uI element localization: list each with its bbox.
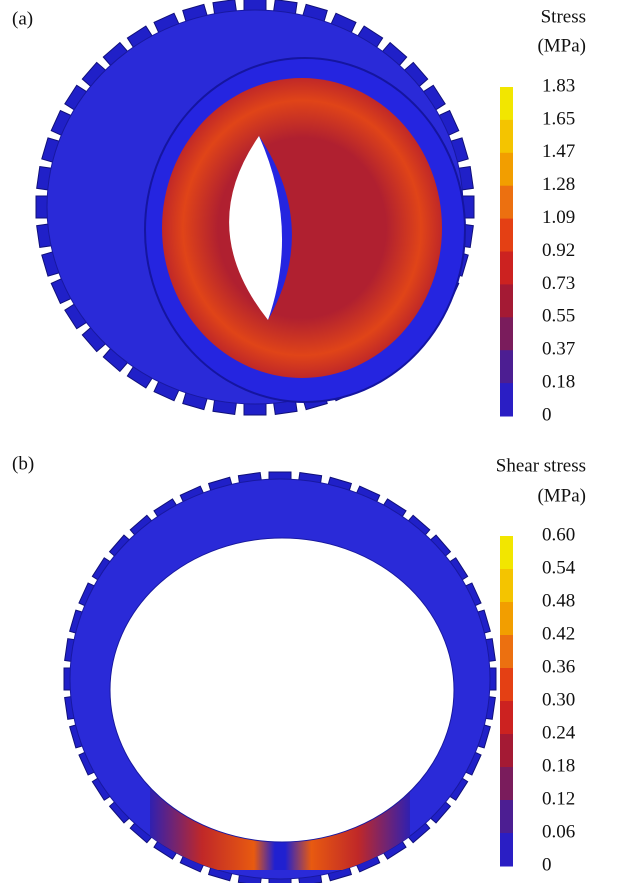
tire-b	[64, 472, 496, 883]
colorbar-tick-label: 0.37	[542, 339, 575, 360]
colorbar-segment	[500, 120, 513, 153]
colorbar-segment	[500, 153, 513, 186]
colorbar-tick-label: 0.18	[542, 755, 575, 776]
legend-title: (MPa)	[537, 35, 586, 56]
legend-title: Stress	[541, 6, 586, 27]
colorbar-segment	[500, 635, 513, 669]
colorbar-segment	[500, 767, 513, 801]
tire-a	[36, 0, 474, 415]
colorbar-segment	[500, 668, 513, 702]
legend-title: (MPa)	[537, 485, 586, 506]
colorbar-tick-label: 0.36	[542, 656, 575, 677]
panel-label: (b)	[12, 453, 34, 474]
colorbar-segment	[500, 383, 513, 416]
colorbar-tick-label: 0	[542, 854, 552, 875]
colorbar-tick-label: 0.54	[542, 557, 576, 578]
colorbar-tick-label: 0.55	[542, 306, 575, 327]
colorbar-tick-label: 1.09	[542, 207, 575, 228]
colorbar-segment	[500, 317, 513, 350]
colorbar-segment	[500, 701, 513, 735]
colorbar-segment	[500, 734, 513, 768]
colorbar-segment	[500, 536, 513, 570]
colorbar-segment	[500, 186, 513, 219]
colorbar-segment	[500, 602, 513, 636]
colorbar-segment	[500, 219, 513, 252]
colorbar-tick-label: 0.18	[542, 371, 575, 392]
colorbar-segment	[500, 284, 513, 317]
colorbar-segment	[500, 800, 513, 834]
colorbar-tick-label: 0.42	[542, 623, 575, 644]
colorbar-tick-label: 0.48	[542, 590, 575, 611]
colorbar-tick-label: 0.60	[542, 524, 575, 545]
colorbar-tick-label: 0.92	[542, 240, 575, 261]
colorbar-segment	[500, 833, 513, 867]
colorbar-tick-label: 0.24	[542, 722, 576, 743]
colorbar-segment	[500, 252, 513, 285]
colorbar-tick-label: 1.83	[542, 75, 575, 96]
colorbar-tick-label: 1.65	[542, 108, 575, 129]
panel-label: (a)	[12, 8, 33, 29]
legend-title: Shear stress	[496, 455, 586, 476]
colorbar-tick-label: 1.28	[542, 174, 575, 195]
colorbar-tick-label: 0.06	[542, 821, 575, 842]
colorbar-segment	[500, 87, 513, 120]
colorbar-tick-label: 0.30	[542, 689, 575, 710]
colorbar-tick-label: 1.47	[542, 141, 575, 162]
colorbar-tick-label: 0.73	[542, 273, 575, 294]
figure: (a) Stress (MPa) 1.83 1.65 1.47 1.28 1.09 0.92 0.…	[0, 0, 628, 883]
colorbar-tick-label: 0.12	[542, 788, 575, 809]
colorbar-segment	[500, 350, 513, 383]
colorbar-tick-label: 0	[542, 404, 552, 425]
colorbar-segment	[500, 569, 513, 603]
